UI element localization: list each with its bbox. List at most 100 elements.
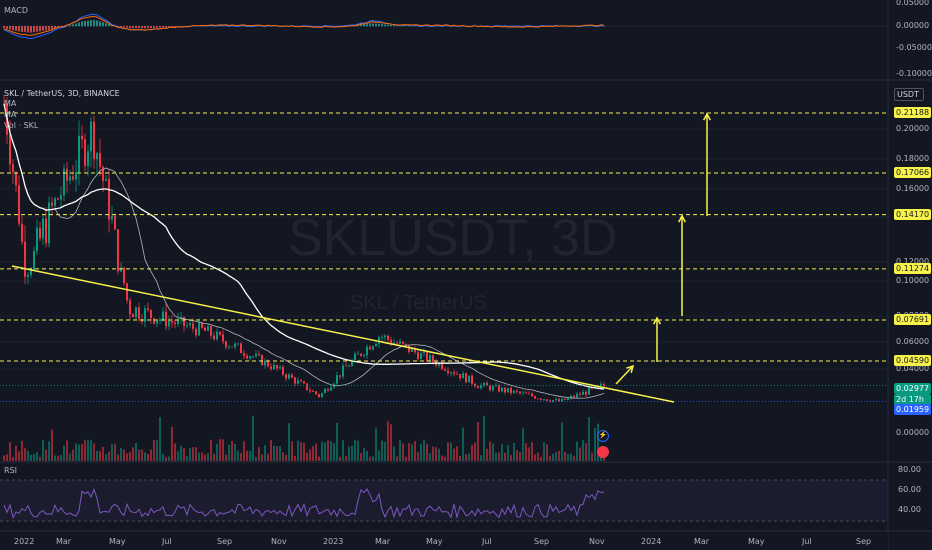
candle-body <box>255 353 257 357</box>
candle-body <box>252 356 254 358</box>
candle-body <box>378 337 380 344</box>
candle-body <box>414 348 416 353</box>
candle-body <box>270 366 272 370</box>
volume-bar <box>345 455 347 461</box>
candle-body <box>510 388 512 393</box>
candle-body <box>81 135 83 140</box>
macd-line <box>3 13 605 39</box>
volume-bar <box>84 440 86 461</box>
volume-bar <box>171 426 173 461</box>
candle-body <box>369 346 371 350</box>
time-axis-label: Mar <box>375 537 391 546</box>
candle-body <box>126 283 128 301</box>
macd-histogram-bar <box>369 23 371 27</box>
macd-histogram-bar <box>123 26 125 28</box>
dividend-icon[interactable] <box>597 446 609 458</box>
volume-bar <box>36 452 38 461</box>
volume-bar <box>414 441 416 461</box>
candle-body <box>78 135 80 173</box>
target-arrowhead <box>626 364 635 373</box>
volume-bar <box>51 429 53 461</box>
volume-bar <box>489 441 491 461</box>
price-axis-label: 0.18000 <box>896 154 930 163</box>
volume-bar <box>48 441 50 461</box>
candle-body <box>213 335 215 340</box>
volume-bar <box>141 449 143 461</box>
volume-bar <box>207 453 209 461</box>
volume-bar <box>252 415 254 461</box>
volume-bar <box>255 456 257 461</box>
macd-histogram-bar <box>96 20 98 27</box>
macd-histogram-bar <box>168 26 170 27</box>
candle-body <box>525 392 527 394</box>
currency-label[interactable]: USDT <box>894 88 924 101</box>
macd-histogram-bar <box>51 26 53 30</box>
volume-bar <box>270 440 272 461</box>
macd-axis-label: 0.00000 <box>896 21 930 30</box>
volume-bar <box>411 444 413 461</box>
candle-body <box>195 328 197 336</box>
volume-legend[interactable]: Vol · SKL <box>4 121 39 130</box>
rsi-label: RSI <box>4 466 17 475</box>
volume-bar <box>33 453 35 461</box>
candle-body <box>456 373 458 375</box>
candle-body <box>153 318 155 324</box>
volume-bar <box>429 453 431 461</box>
candle-body <box>507 388 509 393</box>
flash-icon[interactable]: ⚡ <box>597 430 609 442</box>
volume-bar <box>456 446 458 461</box>
candle-body <box>57 198 59 200</box>
chart-title[interactable]: SKL / TetherUS, 3D, BINANCE <box>4 89 120 98</box>
volume-bar <box>105 454 107 461</box>
candle-body <box>291 374 293 378</box>
ma-fast-legend[interactable]: MA <box>4 99 17 108</box>
candle-body <box>549 400 551 402</box>
candle-body <box>429 355 431 361</box>
candle-body <box>282 366 284 375</box>
candle-body <box>372 346 374 350</box>
macd-histogram-bar <box>120 26 122 28</box>
time-axis-label: 2023 <box>323 537 344 546</box>
volume-bar <box>6 454 8 461</box>
candle-body <box>351 360 353 366</box>
time-axis-label: May <box>109 537 126 546</box>
volume-bar <box>513 443 515 461</box>
candle-body <box>393 342 395 344</box>
volume-bar <box>186 456 188 461</box>
volume-bar <box>126 453 128 461</box>
candle-body <box>15 171 17 186</box>
volume-bar <box>108 451 110 461</box>
price-axis-label: 0.16000 <box>896 184 930 193</box>
target-level-tag: 0.17066 <box>894 167 931 178</box>
time-axis-label: Mar <box>56 537 72 546</box>
candle-body <box>390 339 392 344</box>
macd-histogram-bar <box>162 26 164 28</box>
macd-histogram-bar <box>33 26 35 33</box>
ma-slow-legend[interactable]: MA <box>4 110 17 119</box>
volume-bar <box>462 427 464 461</box>
candle-body <box>210 326 212 336</box>
candle-body <box>501 387 503 392</box>
candle-body <box>603 383 605 386</box>
volume-bar <box>297 440 299 461</box>
macd-histogram-bar <box>93 20 95 27</box>
volume-bar <box>300 442 302 461</box>
macd-histogram-bar <box>48 26 50 30</box>
candle-body <box>447 370 449 374</box>
candle-body <box>135 307 137 318</box>
volume-bar <box>597 423 599 461</box>
time-axis-label: Nov <box>271 537 287 546</box>
volume-bar <box>267 453 269 461</box>
volume-bar <box>72 449 74 461</box>
candle-body <box>360 353 362 356</box>
macd-histogram-bar <box>390 25 392 27</box>
candle-body <box>168 321 170 327</box>
volume-bar <box>375 428 377 461</box>
macd-histogram-bar <box>141 26 143 29</box>
volume-bar <box>129 451 131 461</box>
volume-bar <box>228 444 230 461</box>
candle-body <box>363 355 365 356</box>
volume-bar <box>90 440 92 461</box>
candle-body <box>216 331 218 340</box>
